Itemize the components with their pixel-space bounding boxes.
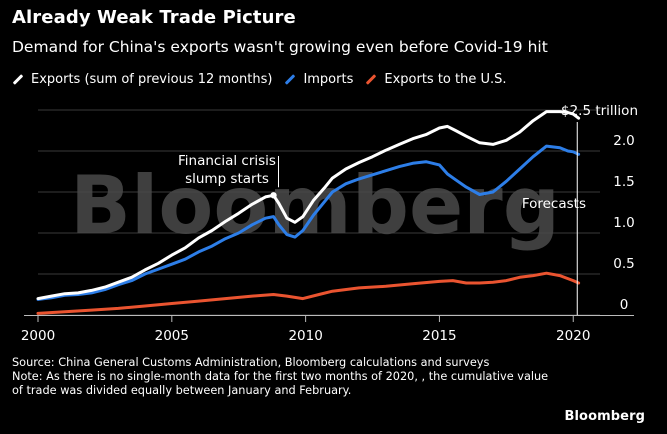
legend-label-imports: Imports xyxy=(303,72,354,87)
x-tick-label-1: 2005 xyxy=(155,328,189,344)
forecast-annotation: Forecasts xyxy=(522,196,586,212)
watermark-text: Bloomberg xyxy=(70,159,560,252)
legend-item-imports: Imports xyxy=(284,72,353,87)
y-tick-label-1: 0.5 xyxy=(613,256,634,272)
bloomberg-logo: Bloomberg xyxy=(564,409,645,424)
x-tick-label-4: 2020 xyxy=(556,328,590,344)
legend-label-exports-us: Exports to the U.S. xyxy=(384,72,507,87)
footnote: Note: As there is no single-month data f… xyxy=(12,370,549,397)
axis-layer: 0 0.5 1.0 1.5 2.0 2000 2005 2010 2015 2020 xyxy=(21,133,635,344)
chart-notes: Source: China General Customs Administra… xyxy=(12,356,552,398)
series-line-exports-us xyxy=(36,271,581,315)
chart-title: Already Weak Trade Picture xyxy=(12,7,296,28)
legend-label-exports: Exports (sum of previous 12 months) xyxy=(31,72,273,87)
annotation-layer: Financial crisis slump starts Forecasts … xyxy=(178,103,638,315)
legend-item-exports: Exports (sum of previous 12 months) xyxy=(12,72,272,87)
series-layer xyxy=(36,110,581,315)
chart-legend: Exports (sum of previous 12 months) Impo… xyxy=(12,72,519,87)
y-tick-label-3: 1.5 xyxy=(613,174,634,190)
crisis-annotation-line2: slump starts xyxy=(185,171,269,187)
x-tick-label-3: 2015 xyxy=(422,328,456,344)
y-axis-top-label: $2.5 trillion xyxy=(561,103,638,119)
chart-subtitle: Demand for China's exports wasn't growin… xyxy=(12,38,548,56)
series-line-imports xyxy=(36,144,581,301)
y-tick-label-2: 1.0 xyxy=(613,215,634,231)
source-note: Source: China General Customs Administra… xyxy=(12,356,490,369)
crisis-peak-marker xyxy=(270,192,277,199)
y-tick-label-0: 0 xyxy=(620,297,629,313)
crisis-annotation-line1: Financial crisis xyxy=(178,153,276,169)
x-tick-label-0: 2000 xyxy=(21,328,55,344)
y-tick-label-4: 2.0 xyxy=(613,133,634,149)
x-tick-label-2: 2010 xyxy=(288,328,322,344)
series-line-exports xyxy=(36,110,581,301)
legend-item-exports-us: Exports to the U.S. xyxy=(365,72,507,87)
